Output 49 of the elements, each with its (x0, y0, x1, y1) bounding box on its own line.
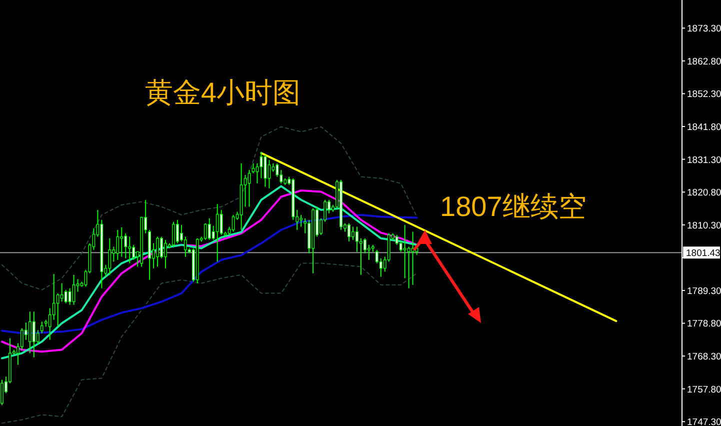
candlestick (356, 226, 358, 252)
y-tick-label: 1768.30 (687, 352, 721, 363)
y-tick-label: 1841.80 (687, 122, 721, 133)
ref-line-label: 1801.43 (686, 248, 720, 260)
candlestick (220, 209, 223, 236)
candlestick (20, 328, 24, 350)
candlestick (232, 214, 235, 232)
y-tick-label: 1831.30 (687, 154, 721, 166)
candlestick (28, 311, 32, 354)
candlestick (124, 232, 128, 259)
candlestick (160, 236, 163, 259)
candlestick (116, 229, 120, 260)
y-tick-label: 1778.80 (687, 318, 721, 330)
candlestick (64, 289, 68, 304)
candlestick (132, 244, 136, 260)
candlestick (128, 236, 132, 264)
candlestick (56, 292, 60, 328)
line-series (1, 262, 418, 424)
candlestick (208, 218, 211, 240)
y-tick-label: 1757.80 (687, 384, 721, 396)
candlestick (40, 321, 44, 334)
candlestick (60, 282, 64, 302)
candlestick (172, 221, 175, 248)
candlestick (156, 236, 159, 268)
candlestick (176, 219, 179, 244)
candlestick (120, 226, 124, 258)
text: 黄金4小时图 (145, 77, 301, 108)
candlestick (300, 214, 303, 228)
candlestick (32, 311, 36, 358)
candlestick (204, 222, 207, 240)
y-tick-label: 1789.30 (687, 286, 721, 297)
candlestick (403, 224, 406, 279)
y-tick-label: 1747.30 (687, 417, 721, 426)
candlestick (108, 238, 112, 276)
y-tick-label: 1810.30 (687, 220, 721, 232)
candlestick (399, 240, 402, 252)
annotation: 1807继续空 (440, 191, 586, 222)
line-series (1, 126, 418, 290)
candlestick (352, 226, 354, 240)
candlestick (164, 239, 167, 269)
y-tick-label: 1873.30 (687, 24, 721, 35)
y-tick-label: 1820.80 (687, 188, 721, 199)
y-tick-label: 1862.80 (687, 56, 721, 68)
candlestick (184, 236, 187, 258)
candlestick (348, 222, 350, 242)
candlestick (0, 379, 4, 406)
y-tick-label: 1852.30 (687, 89, 721, 100)
candlestick (363, 238, 366, 254)
candlestick (216, 203, 219, 262)
